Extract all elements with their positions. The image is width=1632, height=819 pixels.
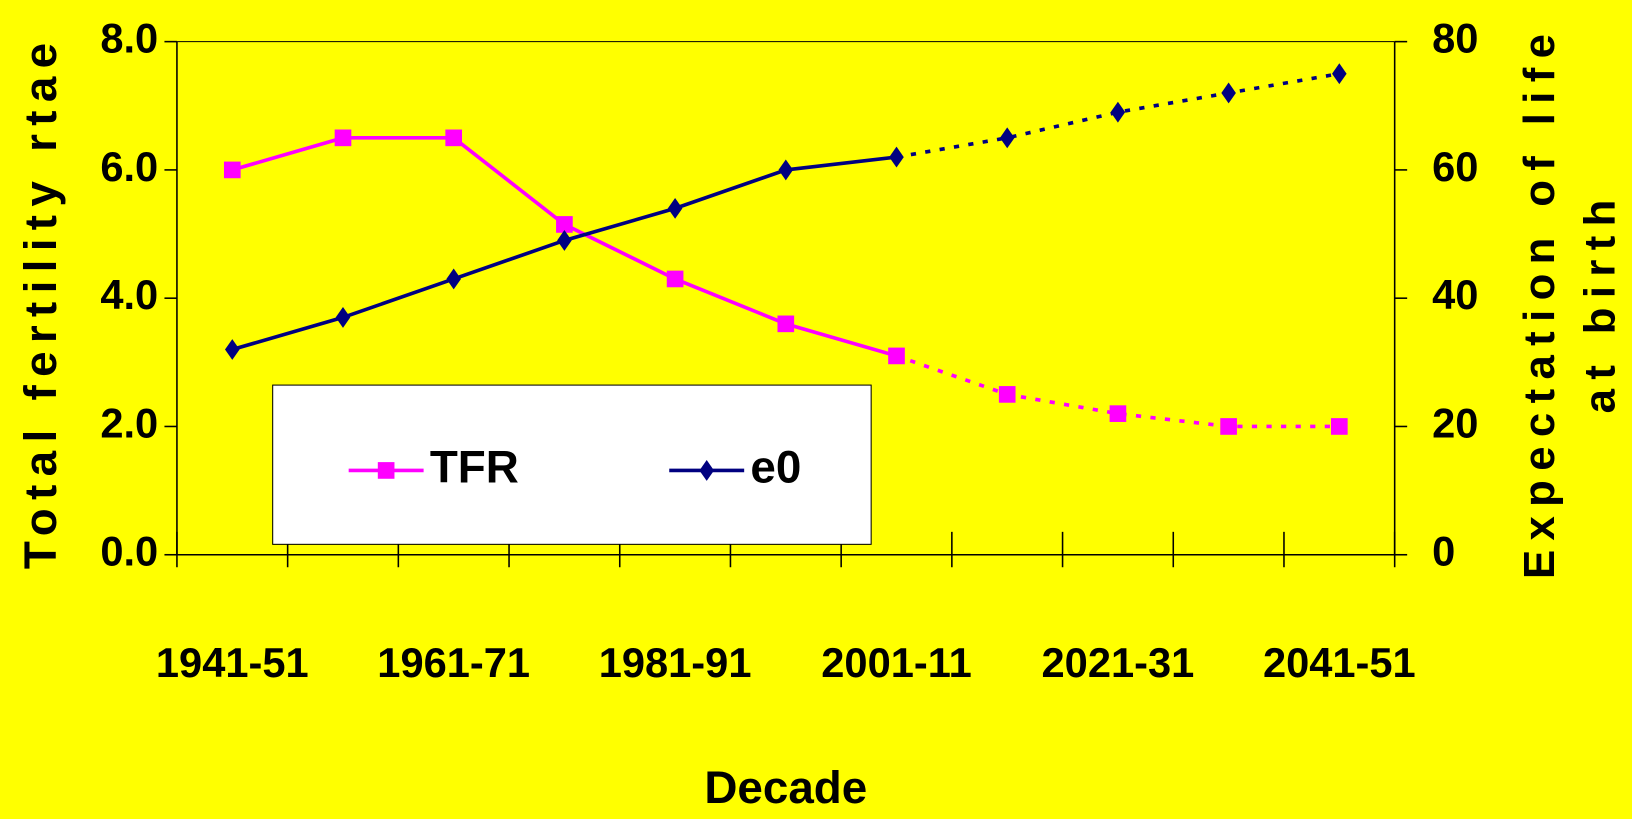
x-tick-label: 1941-51 [156,639,309,686]
marker [445,129,463,147]
y-tick-label: 0.0 [100,528,158,575]
plot-group: 0.0 2.0 4.0 6.0 8.0 0 20 40 60 80 1941-51 1961-71 19… [15,15,1625,813]
y-tick-label: 2.0 [100,399,158,446]
marker [556,216,573,233]
y2-axis-title: at birth [1575,190,1624,413]
marker [446,268,461,290]
y2-tick-label: 0 [1432,528,1455,575]
series-line-projected [896,71,1340,159]
x-tick-label: 1961-71 [377,639,530,686]
marker [335,307,351,328]
marker [557,230,572,251]
x-tick-label: 2021-31 [1042,639,1195,686]
x-tick-label: 2001-11 [821,639,971,686]
marker [225,339,240,360]
y-tick-label: 4.0 [100,271,158,318]
marker [778,159,794,181]
marker [888,347,905,365]
marker [999,127,1015,149]
y-tick-label: 6.0 [100,143,158,190]
legend-label: TFR [430,442,519,493]
y-tick-label: 8.0 [100,15,158,62]
y-axis-title: Total fertility rtae [15,35,66,570]
x-axis-title: Decade [704,762,867,813]
marker [666,270,684,288]
marker [667,197,683,219]
x-tick-label: 1981-91 [599,639,752,686]
legend-box [272,384,872,545]
y2-tick-label: 60 [1432,143,1478,190]
y2-axis-title: Expectation of life [1515,25,1564,579]
marker [1110,101,1126,123]
marker [1220,418,1237,435]
y2-tick-label: 40 [1432,271,1478,318]
marker [1221,82,1236,104]
legend-marker [377,462,395,479]
marker [223,161,241,179]
marker [1332,63,1347,85]
marker [1330,418,1348,435]
x-tick-label: 2041-51 [1263,639,1416,686]
marker [334,129,352,147]
marker [1109,405,1127,422]
marker [889,146,904,168]
legend-marker [699,460,714,481]
y2-tick-label: 20 [1432,399,1478,446]
legend-label: e0 [750,442,801,493]
marker [998,386,1016,403]
y2-tick-label: 80 [1432,15,1478,62]
marker [777,315,795,333]
